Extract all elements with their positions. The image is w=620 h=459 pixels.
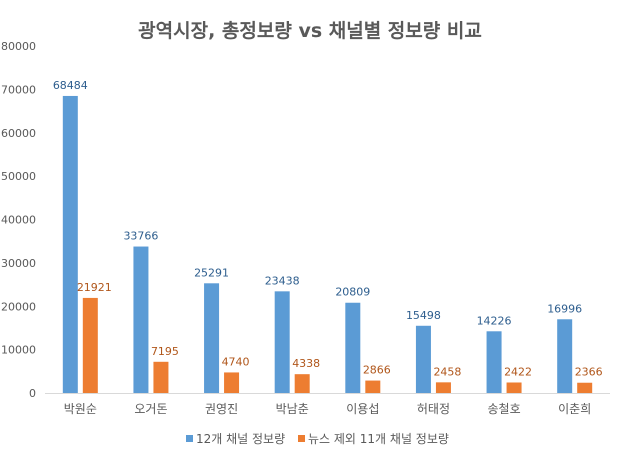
bar-excl-news xyxy=(506,382,522,393)
x-tick-label: 권영진 xyxy=(205,402,238,416)
x-tick-label: 허태정 xyxy=(417,402,450,416)
legend-label: 12개 채널 정보량 xyxy=(196,432,285,446)
x-tick-label: 이춘희 xyxy=(558,402,591,416)
y-tick-label: 10000 xyxy=(1,344,36,357)
bar-total xyxy=(204,283,220,393)
data-label: 68484 xyxy=(53,79,88,92)
bar-excl-news xyxy=(577,382,593,393)
data-label: 15498 xyxy=(406,309,441,322)
chart-title: 광역시장, 총정보량 vs 채널별 정보량 비교 xyxy=(138,20,482,42)
x-tick-label: 송철호 xyxy=(488,402,521,416)
data-label: 21921 xyxy=(77,281,112,294)
bar-excl-news xyxy=(82,297,98,393)
legend: 12개 채널 정보량 뉴스 제외 11개 채널 정보량 xyxy=(186,432,449,446)
bar-excl-news xyxy=(224,372,240,393)
bar-excl-news xyxy=(153,361,169,393)
data-label: 25291 xyxy=(194,266,229,279)
data-label: 2458 xyxy=(433,365,461,378)
bar-total xyxy=(345,302,361,393)
bar-excl-news xyxy=(435,382,451,393)
x-tick-label: 박원순 xyxy=(64,402,97,416)
x-tick-label: 오거돈 xyxy=(134,402,167,416)
legend-label: 뉴스 제외 11개 채널 정보량 xyxy=(308,432,449,446)
y-tick-label: 70000 xyxy=(1,83,36,96)
bar-total xyxy=(557,319,573,393)
data-label: 33766 xyxy=(123,230,158,243)
x-tick-label: 박남춘 xyxy=(276,402,309,416)
data-label: 2422 xyxy=(504,365,532,378)
bar-total xyxy=(62,95,78,393)
data-label: 2866 xyxy=(363,364,391,377)
y-tick-label: 50000 xyxy=(1,170,36,183)
data-label: 4338 xyxy=(292,357,320,370)
data-label: 2366 xyxy=(575,366,603,379)
bar-excl-news xyxy=(365,380,381,393)
y-tick-label: 30000 xyxy=(1,257,36,270)
legend-swatch xyxy=(186,435,193,442)
bar-total xyxy=(274,291,290,393)
y-tick-label: 0 xyxy=(29,387,36,400)
data-label: 20809 xyxy=(335,286,370,299)
bar-total xyxy=(486,331,502,393)
bar-total xyxy=(133,246,149,393)
x-tick-label: 이용섭 xyxy=(346,402,379,416)
y-tick-label: 60000 xyxy=(1,127,36,140)
bar-total xyxy=(415,325,431,393)
y-tick-label: 20000 xyxy=(1,300,36,313)
data-label: 16996 xyxy=(547,302,582,315)
y-tick-label: 40000 xyxy=(1,214,36,227)
data-label: 4740 xyxy=(222,355,250,368)
legend-swatch xyxy=(298,435,305,442)
data-label: 7195 xyxy=(151,345,179,358)
bar-excl-news xyxy=(294,374,310,393)
data-label: 23438 xyxy=(265,274,300,287)
data-label: 14226 xyxy=(477,314,512,327)
y-tick-label: 80000 xyxy=(1,40,36,53)
